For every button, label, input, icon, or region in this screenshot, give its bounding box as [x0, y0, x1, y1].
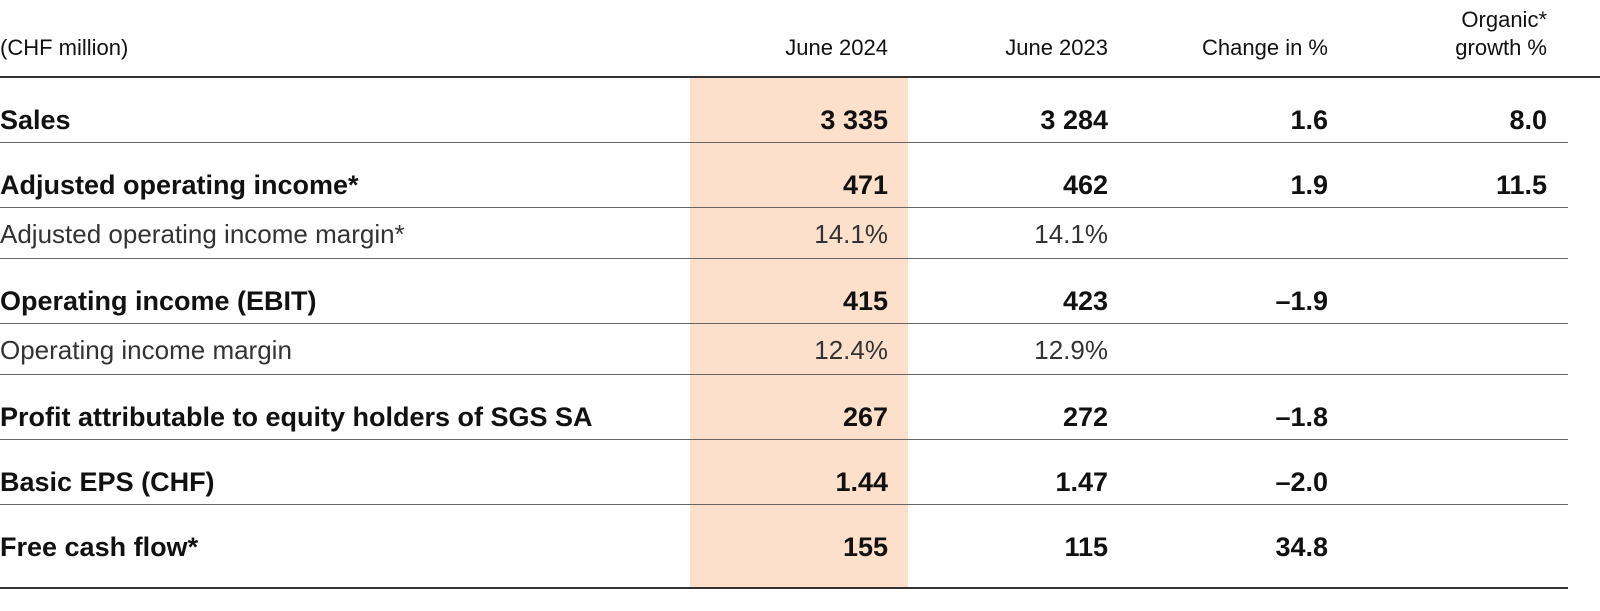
row-label: Sales: [0, 105, 71, 135]
table-cell: –1.8: [1275, 402, 1328, 432]
row-label: Operating income (EBIT): [0, 286, 317, 316]
table-cell: 155: [842, 532, 888, 562]
table-cell: 12.4%: [814, 335, 888, 365]
table-cell: –1.9: [1275, 286, 1328, 316]
column-header: Organic* growth %: [1455, 7, 1547, 60]
table-row: Free cash flow* 155 115 34.8: [0, 505, 1568, 589]
row-label: Adjusted operating income margin*: [0, 219, 405, 249]
row-label: Operating income margin: [0, 335, 292, 365]
table-row: Basic EPS (CHF) 1.44 1.47 –2.0: [0, 440, 1568, 505]
table-cell: 3 335: [820, 105, 888, 135]
column-header: (CHF million): [0, 35, 129, 60]
highlight-column: [690, 78, 908, 587]
table-cell: 34.8: [1275, 532, 1328, 562]
table-cell: 471: [842, 170, 888, 200]
table-cell: –2.0: [1275, 467, 1328, 497]
row-label: Adjusted operating income*: [0, 170, 359, 200]
column-header: June 2023: [1005, 35, 1108, 60]
table-cell: 1.9: [1290, 170, 1328, 200]
table-cell: 3 284: [1040, 105, 1108, 135]
column-header: June 2024: [785, 35, 888, 60]
table-cell: 462: [1062, 170, 1108, 200]
table-cell: 14.1%: [1034, 219, 1108, 249]
table-cell: 423: [1062, 286, 1108, 316]
table-row: Operating income (EBIT) 415 423 –1.9: [0, 259, 1568, 324]
row-label: Profit attributable to equity holders of…: [0, 402, 593, 432]
table-cell: 115: [1064, 532, 1108, 562]
table-header: (CHF million) June 2024 June 2023 Change in…: [0, 0, 1600, 78]
table-cell: 11.5: [1495, 170, 1547, 200]
column-header: Change in %: [1202, 35, 1328, 60]
table-cell: 267: [842, 402, 888, 432]
table-row: Adjusted operating income margin* 14.1% 14…: [0, 208, 1568, 259]
table-row: Sales 3 335 3 284 1.6 8.0: [0, 78, 1568, 143]
table-cell: 1.47: [1055, 467, 1108, 497]
table-row: Adjusted operating income* 471 462 1.9 11.5: [0, 143, 1568, 208]
table-cell: 272: [1062, 402, 1108, 432]
row-label: Basic EPS (CHF): [0, 467, 215, 497]
table-cell: 14.1%: [814, 219, 888, 249]
table-cell: 8.0: [1509, 105, 1547, 135]
table-cell: 1.44: [835, 467, 888, 497]
table-cell: 1.6: [1290, 105, 1328, 135]
table-row: Profit attributable to equity holders of…: [0, 375, 1568, 440]
table-row: Operating income margin 12.4% 12.9%: [0, 324, 1568, 375]
row-label: Free cash flow*: [0, 532, 199, 562]
table-cell: 415: [842, 286, 888, 316]
table-cell: 12.9%: [1034, 335, 1108, 365]
